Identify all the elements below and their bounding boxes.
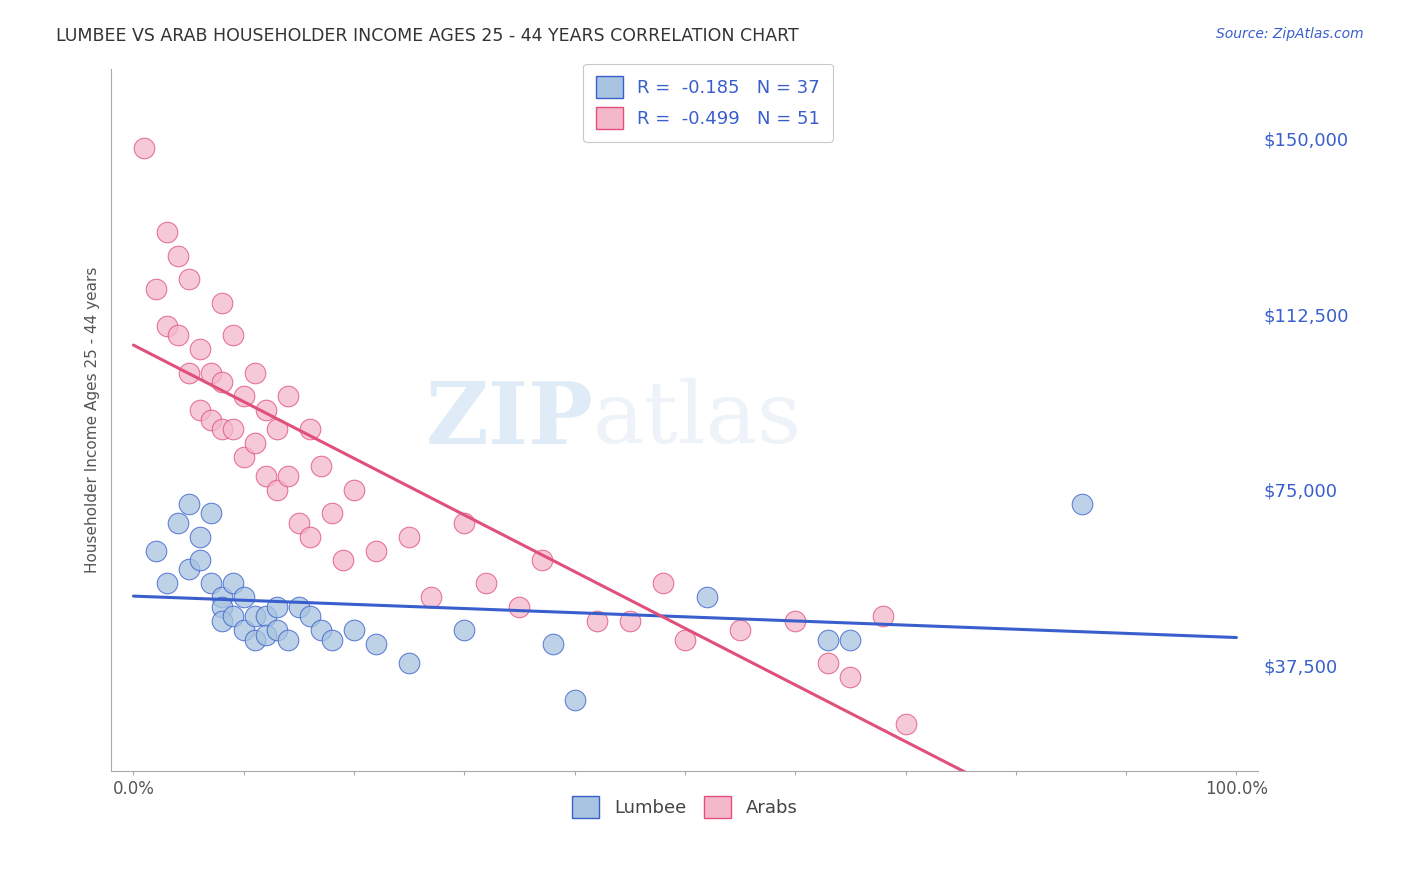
Point (321, 506, 343, 520)
Point (1071, 497, 1094, 511)
Point (453, 516, 475, 530)
Point (166, 516, 188, 530)
Point (298, 530, 321, 544)
Point (343, 483, 366, 497)
Point (817, 656, 839, 670)
Point (585, 614, 607, 628)
Legend: Lumbee, Arabs: Lumbee, Arabs (565, 789, 804, 825)
Text: LUMBEE VS ARAB HOUSEHOLDER INCOME AGES 25 - 44 YEARS CORRELATION CHART: LUMBEE VS ARAB HOUSEHOLDER INCOME AGES 2… (56, 27, 799, 45)
Point (243, 632, 266, 647)
Point (134, 141, 156, 155)
Point (277, 632, 299, 647)
Point (651, 576, 673, 591)
Point (817, 632, 839, 647)
Point (211, 422, 233, 436)
Point (254, 628, 277, 642)
Point (266, 483, 288, 497)
Y-axis label: Householder Income Ages 25 - 44 years: Householder Income Ages 25 - 44 years (86, 267, 100, 573)
Point (785, 614, 807, 628)
Text: ZIP: ZIP (426, 377, 593, 461)
Point (728, 624, 751, 638)
Point (145, 281, 167, 295)
Point (541, 637, 564, 651)
Point (277, 468, 299, 483)
Point (243, 609, 266, 624)
Point (222, 422, 245, 436)
Point (277, 389, 299, 403)
Point (839, 632, 862, 647)
Point (366, 637, 388, 651)
Point (243, 366, 266, 380)
Point (155, 318, 177, 333)
Point (872, 609, 894, 624)
Point (211, 591, 233, 605)
Point (200, 366, 222, 380)
Point (420, 591, 443, 605)
Point (673, 632, 696, 647)
Point (166, 249, 188, 263)
Point (222, 609, 245, 624)
Point (222, 576, 245, 591)
Point (321, 632, 343, 647)
Point (343, 624, 366, 638)
Point (453, 624, 475, 638)
Point (211, 295, 233, 310)
Point (200, 506, 222, 520)
Point (200, 412, 222, 426)
Point (177, 562, 200, 576)
Point (619, 614, 641, 628)
Point (839, 670, 862, 684)
Point (696, 591, 718, 605)
Point (232, 450, 254, 464)
Point (166, 328, 188, 343)
Point (398, 656, 420, 670)
Point (309, 459, 332, 474)
Point (188, 553, 211, 567)
Point (177, 366, 200, 380)
Point (155, 576, 177, 591)
Text: atlas: atlas (593, 378, 803, 461)
Point (188, 343, 211, 357)
Point (254, 609, 277, 624)
Point (564, 693, 586, 707)
Point (200, 576, 222, 591)
Point (188, 403, 211, 417)
Point (177, 272, 200, 286)
Point (266, 422, 288, 436)
Point (894, 717, 917, 731)
Point (155, 225, 177, 239)
Point (254, 468, 277, 483)
Point (475, 576, 498, 591)
Point (211, 614, 233, 628)
Point (188, 530, 211, 544)
Point (508, 599, 530, 614)
Point (243, 436, 266, 450)
Text: Source: ZipAtlas.com: Source: ZipAtlas.com (1216, 27, 1364, 41)
Point (145, 543, 167, 558)
Point (366, 543, 388, 558)
Point (211, 375, 233, 389)
Point (266, 624, 288, 638)
Point (398, 530, 420, 544)
Point (332, 553, 354, 567)
Point (298, 609, 321, 624)
Point (254, 403, 277, 417)
Point (288, 599, 311, 614)
Point (177, 497, 200, 511)
Point (222, 328, 245, 343)
Point (232, 389, 254, 403)
Point (530, 553, 553, 567)
Point (232, 624, 254, 638)
Point (266, 599, 288, 614)
Point (211, 599, 233, 614)
Point (288, 516, 311, 530)
Point (298, 422, 321, 436)
Point (309, 624, 332, 638)
Point (232, 591, 254, 605)
